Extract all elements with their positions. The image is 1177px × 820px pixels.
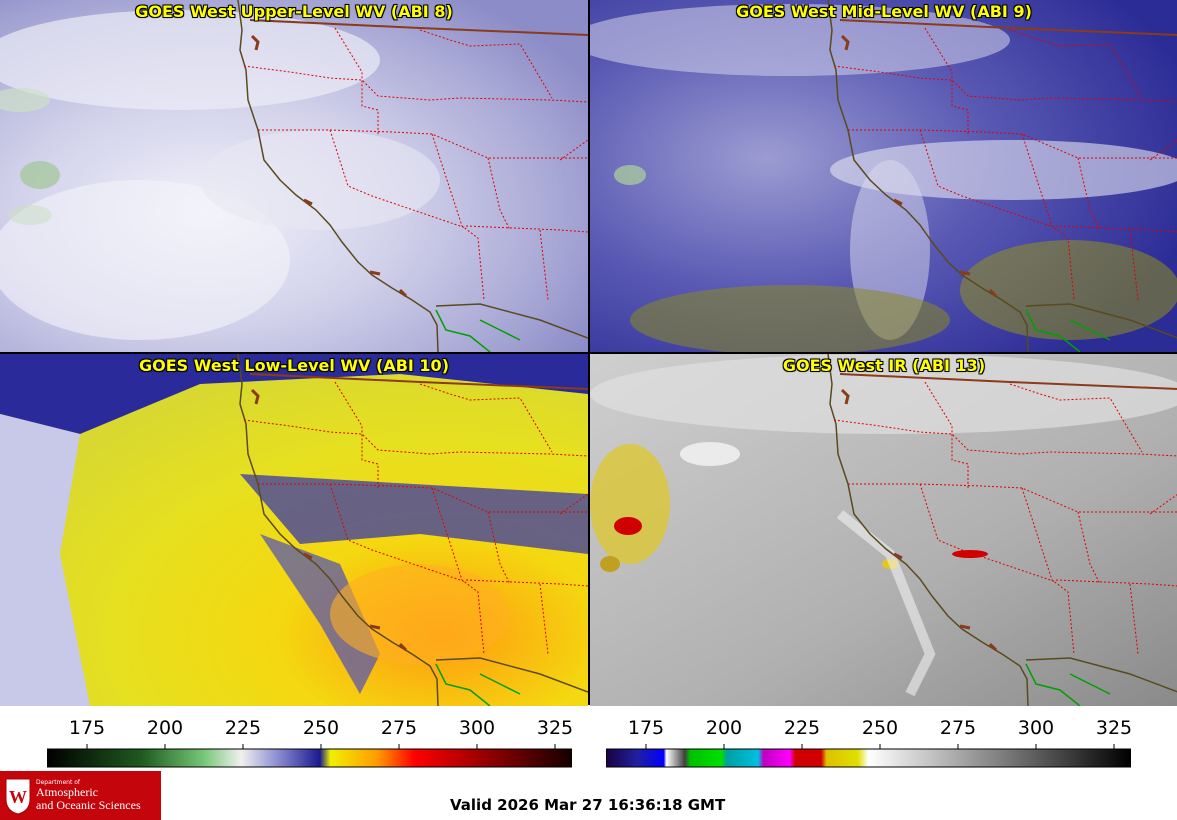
logo-department-line: Department of [36,778,80,786]
logo-name-line-1: Atmospheric [36,785,98,800]
panel-divider-horizontal [0,352,1177,354]
crest-icon: W [5,778,31,815]
tick-label: 225 [224,717,262,739]
satellite-image-upper [0,0,588,352]
panel-ir: GOES West IR (ABI 13) [590,354,1177,706]
tick-label: 300 [458,717,496,739]
colorbar-left-tick-labels: 175 200 225 250 275 300 325 [47,717,574,741]
colorbar-right [606,744,1131,768]
panel-title: GOES West Mid-Level WV (ABI 9) [736,2,1032,21]
aos-logo: W Department of Atmospheric and Oceanic … [0,771,161,820]
panel-low-level-wv: GOES West Low-Level WV (ABI 10) [0,354,588,706]
colorbar-right-tick-labels: 175 200 225 250 275 300 325 [606,717,1133,741]
tick-label: 200 [146,717,184,739]
panel-mid-level-wv: GOES West Mid-Level WV (ABI 9) [590,0,1177,352]
tick-label: 275 [939,717,977,739]
satellite-image-ir [590,354,1177,706]
colorbar-left [47,744,572,768]
tick-label: 250 [302,717,340,739]
tick-label: 200 [705,717,743,739]
tick-label: 225 [783,717,821,739]
logo-name-line-2: and Oceanic Sciences [36,797,141,812]
tick-label: 300 [1017,717,1055,739]
tick-label: 175 [627,717,665,739]
tick-label: 275 [380,717,418,739]
satellite-image-low [0,354,588,706]
panel-title: GOES West Low-Level WV (ABI 10) [138,356,449,375]
tick-label: 175 [68,717,106,739]
panel-title: GOES West IR (ABI 13) [782,356,986,375]
tick-label: 325 [1095,717,1133,739]
panel-title: GOES West Upper-Level WV (ABI 8) [135,2,453,21]
tick-label: 325 [536,717,574,739]
panel-upper-level-wv: GOES West Upper-Level WV (ABI 8) [0,0,588,352]
tick-label: 250 [861,717,899,739]
valid-time: Valid 2026 Mar 27 16:36:18 GMT [450,796,726,814]
satellite-image-mid [590,0,1177,352]
svg-text:W: W [9,787,27,807]
